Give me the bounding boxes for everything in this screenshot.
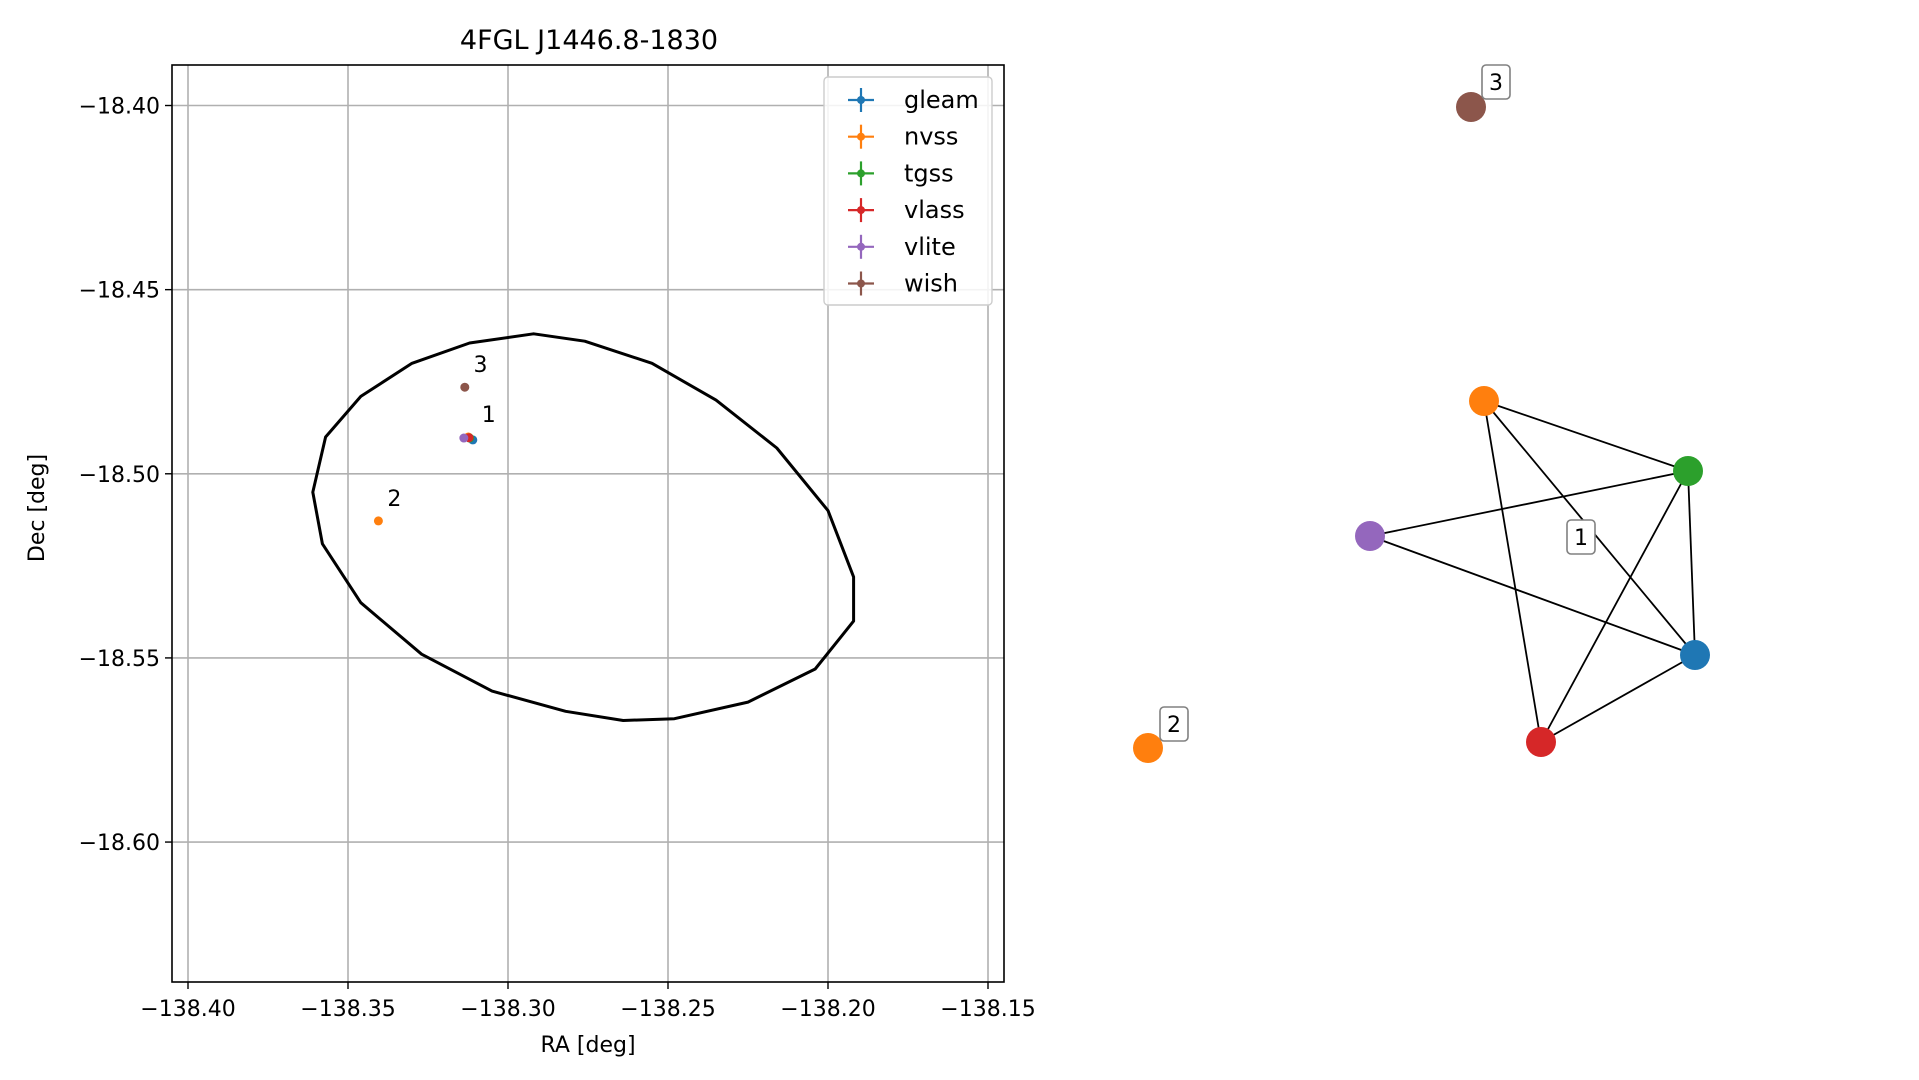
point-annotation: 2 xyxy=(387,487,401,512)
x-tick-label: −138.20 xyxy=(780,997,875,1022)
point-annotation: 1 xyxy=(482,403,496,428)
legend-item-nvss: nvss xyxy=(848,123,958,151)
y-axis-label: Dec [deg] xyxy=(25,454,50,562)
legend-marker xyxy=(857,242,865,251)
node-gleam xyxy=(1680,640,1710,670)
node-vlass xyxy=(1526,727,1556,757)
network-edge xyxy=(1687,470,1696,656)
legend-label: tgss xyxy=(904,159,954,187)
group-label-frame xyxy=(1481,64,1511,100)
x-tick-label: −138.35 xyxy=(300,997,395,1022)
group-label-box: 3 xyxy=(1481,64,1511,100)
group-label-box: 1 xyxy=(1566,519,1596,555)
scatter-plot: 4FGL J1446.8-1830 123 −138.40 −138.35 −138… xyxy=(25,25,1036,1058)
point-nvss xyxy=(373,516,383,526)
node-vlite xyxy=(1355,521,1385,551)
x-axis-label: RA [deg] xyxy=(540,1033,635,1058)
legend-label: vlass xyxy=(904,196,965,224)
y-tick-label: −18.50 xyxy=(79,463,160,488)
chart-title: 4FGL J1446.8-1830 xyxy=(460,25,718,56)
node-wish xyxy=(1456,92,1486,122)
group-label-box: 2 xyxy=(1159,706,1189,742)
legend-marker xyxy=(857,169,865,178)
x-tick-label: −138.40 xyxy=(140,997,235,1022)
legend-marker xyxy=(857,132,865,141)
axes-frame xyxy=(171,64,1005,983)
group-label-text: 3 xyxy=(1489,71,1503,96)
point-wish xyxy=(460,382,470,392)
legend-item-vlass: vlass xyxy=(848,196,965,224)
y-tick-label: −18.60 xyxy=(79,831,160,856)
point-annotations: 1 2 3 xyxy=(387,353,495,512)
legend-marker xyxy=(857,206,865,215)
data-points xyxy=(373,382,478,526)
legend: gleam nvss tgss vlass vlite wish xyxy=(823,76,993,306)
group-label-text: 2 xyxy=(1167,713,1181,738)
legend-label: wish xyxy=(904,270,958,298)
node-tgss xyxy=(1673,456,1703,486)
node-nvss xyxy=(1133,733,1163,763)
y-tick-label: −18.45 xyxy=(79,279,160,304)
network-edges xyxy=(1369,400,1696,743)
group-label-text: 1 xyxy=(1574,526,1588,551)
network-nodes xyxy=(1133,92,1710,763)
network-edge xyxy=(1369,470,1689,537)
legend-frame xyxy=(823,76,993,306)
group-label-frame xyxy=(1159,706,1189,742)
legend-item-wish: wish xyxy=(848,270,958,298)
legend-label: vlite xyxy=(904,233,956,261)
network-edge xyxy=(1540,470,1689,743)
point-annotation: 3 xyxy=(473,353,487,378)
network-edge xyxy=(1369,535,1696,656)
x-tick-label: −138.30 xyxy=(460,997,555,1022)
network-group-labels: 1 2 3 xyxy=(1159,64,1596,742)
network-edge xyxy=(1483,400,1542,743)
legend-item-tgss: tgss xyxy=(848,159,954,187)
legend-label: gleam xyxy=(904,86,979,114)
ellipse-outline xyxy=(311,332,856,722)
legend-marker xyxy=(857,96,865,104)
point-vlite xyxy=(459,433,469,443)
network-graph: 1 2 3 xyxy=(1133,64,1710,763)
error-ellipse xyxy=(311,332,856,722)
legend-item-vlite: vlite xyxy=(848,233,956,261)
x-tick-label: −138.25 xyxy=(620,997,715,1022)
node-nvss xyxy=(1469,386,1499,416)
y-tick-label: −18.40 xyxy=(79,95,160,120)
group-label-frame xyxy=(1566,519,1596,555)
network-edge xyxy=(1483,400,1689,472)
y-tick-label: −18.55 xyxy=(79,647,160,672)
axis-ticks: −138.40 −138.35 −138.30 −138.25 −138.20 −138.… xyxy=(79,95,1036,1022)
legend-label: nvss xyxy=(904,123,958,151)
x-tick-label: −138.15 xyxy=(940,997,1035,1022)
legend-marker xyxy=(857,279,865,288)
network-edge xyxy=(1540,654,1696,743)
legend-item-gleam: gleam xyxy=(848,86,979,114)
